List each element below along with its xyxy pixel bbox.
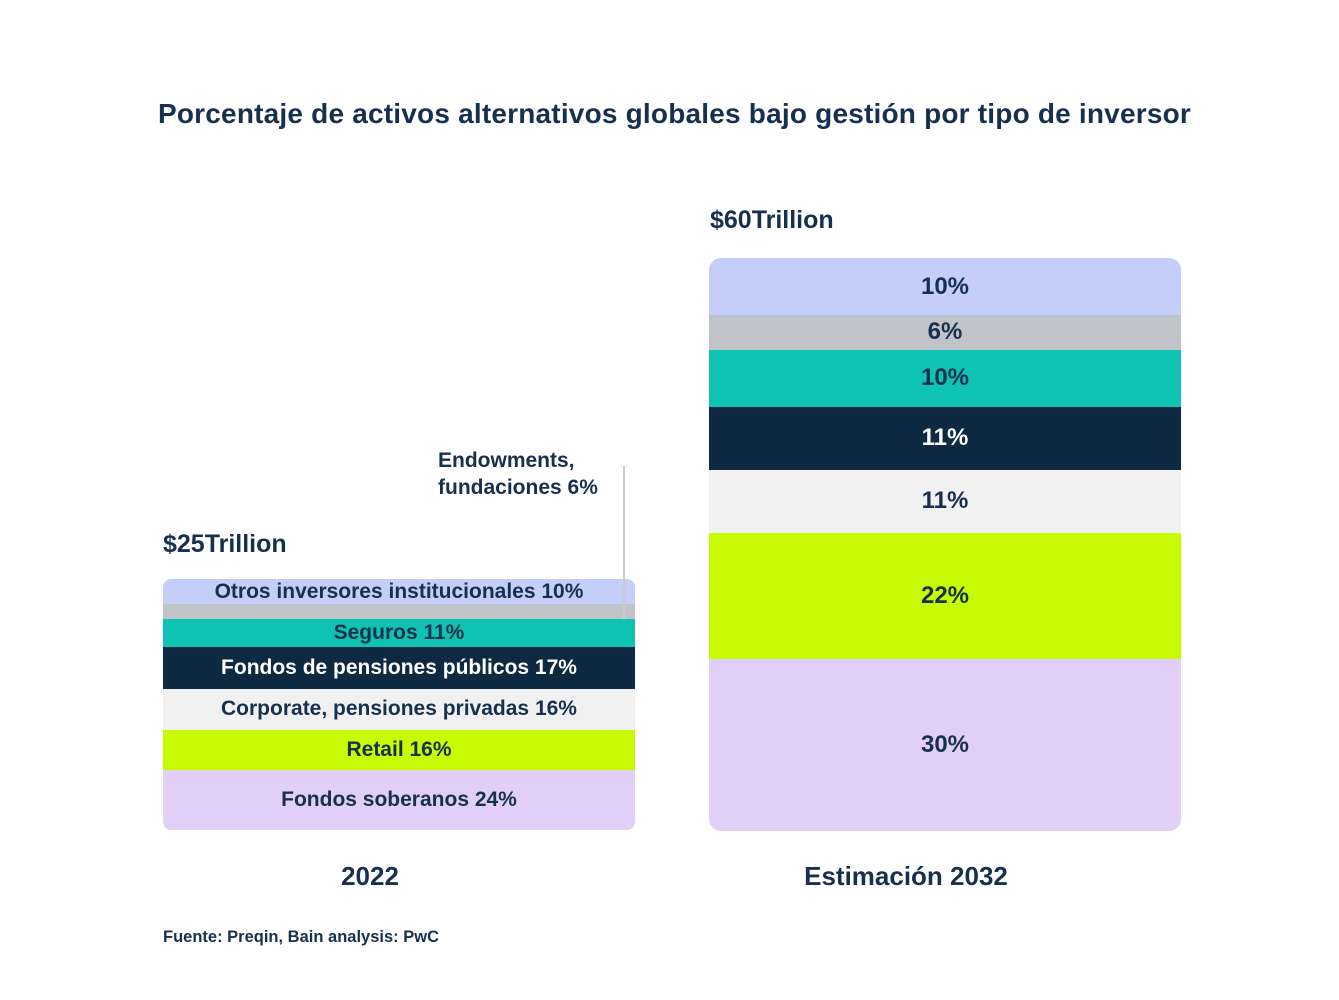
- segment-label: Seguros 11%: [333, 620, 465, 644]
- segment-otros-inversores-institucionales-2032: 10%: [709, 258, 1181, 316]
- segment-label: Fondos de pensiones públicos 17%: [221, 656, 577, 680]
- segment-label: Otros inversores institucionales 10%: [214, 579, 584, 603]
- segment-label: 30%: [920, 730, 970, 758]
- stacked-bar-2032: 10% 6% 10% 11% 11% 22% 30%: [709, 258, 1181, 831]
- segment-seguros-2032: 10%: [709, 349, 1181, 407]
- segment-fondos-de-pensiones-publicos-2032: 11%: [709, 406, 1181, 470]
- endowments-callout-line1: Endowments,: [438, 449, 575, 472]
- segment-label: Retail 16%: [346, 737, 452, 761]
- segment-corporate-pensiones-privadas-2022: Corporate, pensiones privadas 16%: [163, 689, 635, 730]
- segment-label: Fondos soberanos 24%: [281, 787, 517, 811]
- segment-endowments-fundaciones-2022: [163, 604, 635, 620]
- segment-fondos-de-pensiones-publicos-2022: Fondos de pensiones públicos 17%: [163, 646, 635, 690]
- total-label-2032: $60Trillion: [710, 206, 834, 234]
- total-label-2022: $25Trillion: [163, 530, 287, 558]
- segment-endowments-fundaciones-2032: 6%: [709, 315, 1181, 350]
- endowments-callout-line2: fundaciones 6%: [438, 476, 598, 499]
- axis-label-2022: 2022: [341, 861, 399, 891]
- stacked-bar-2022: Otros inversores institucionales 10% Segu…: [163, 579, 635, 830]
- segment-label: 10%: [920, 272, 970, 300]
- segment-retail-2022: Retail 16%: [163, 729, 635, 770]
- segment-otros-inversores-institucionales-2022: Otros inversores institucionales 10%: [163, 579, 635, 605]
- segment-label: 10%: [920, 364, 970, 392]
- endowments-callout-label: Endowments, fundaciones 6%: [438, 447, 598, 501]
- segment-seguros-2022: Seguros 11%: [163, 619, 635, 647]
- source-note: Fuente: Preqin, Bain analysis: PwC: [163, 928, 439, 946]
- segment-label: 22%: [920, 582, 970, 610]
- segment-fondos-soberanos-2022: Fondos soberanos 24%: [163, 769, 635, 830]
- axis-label-2032: Estimación 2032: [804, 861, 1008, 891]
- segment-label: 11%: [921, 487, 969, 515]
- chart-title: Porcentaje de activos alternativos globa…: [158, 98, 1191, 129]
- segment-corporate-pensiones-privadas-2032: 11%: [709, 469, 1181, 533]
- segment-label: 11%: [921, 424, 969, 452]
- segment-label: 6%: [927, 318, 963, 346]
- segment-fondos-soberanos-2032: 30%: [709, 659, 1181, 831]
- endowments-callout-leader-line: [623, 466, 625, 619]
- segment-retail-2032: 22%: [709, 533, 1181, 660]
- segment-label: Corporate, pensiones privadas 16%: [221, 697, 577, 721]
